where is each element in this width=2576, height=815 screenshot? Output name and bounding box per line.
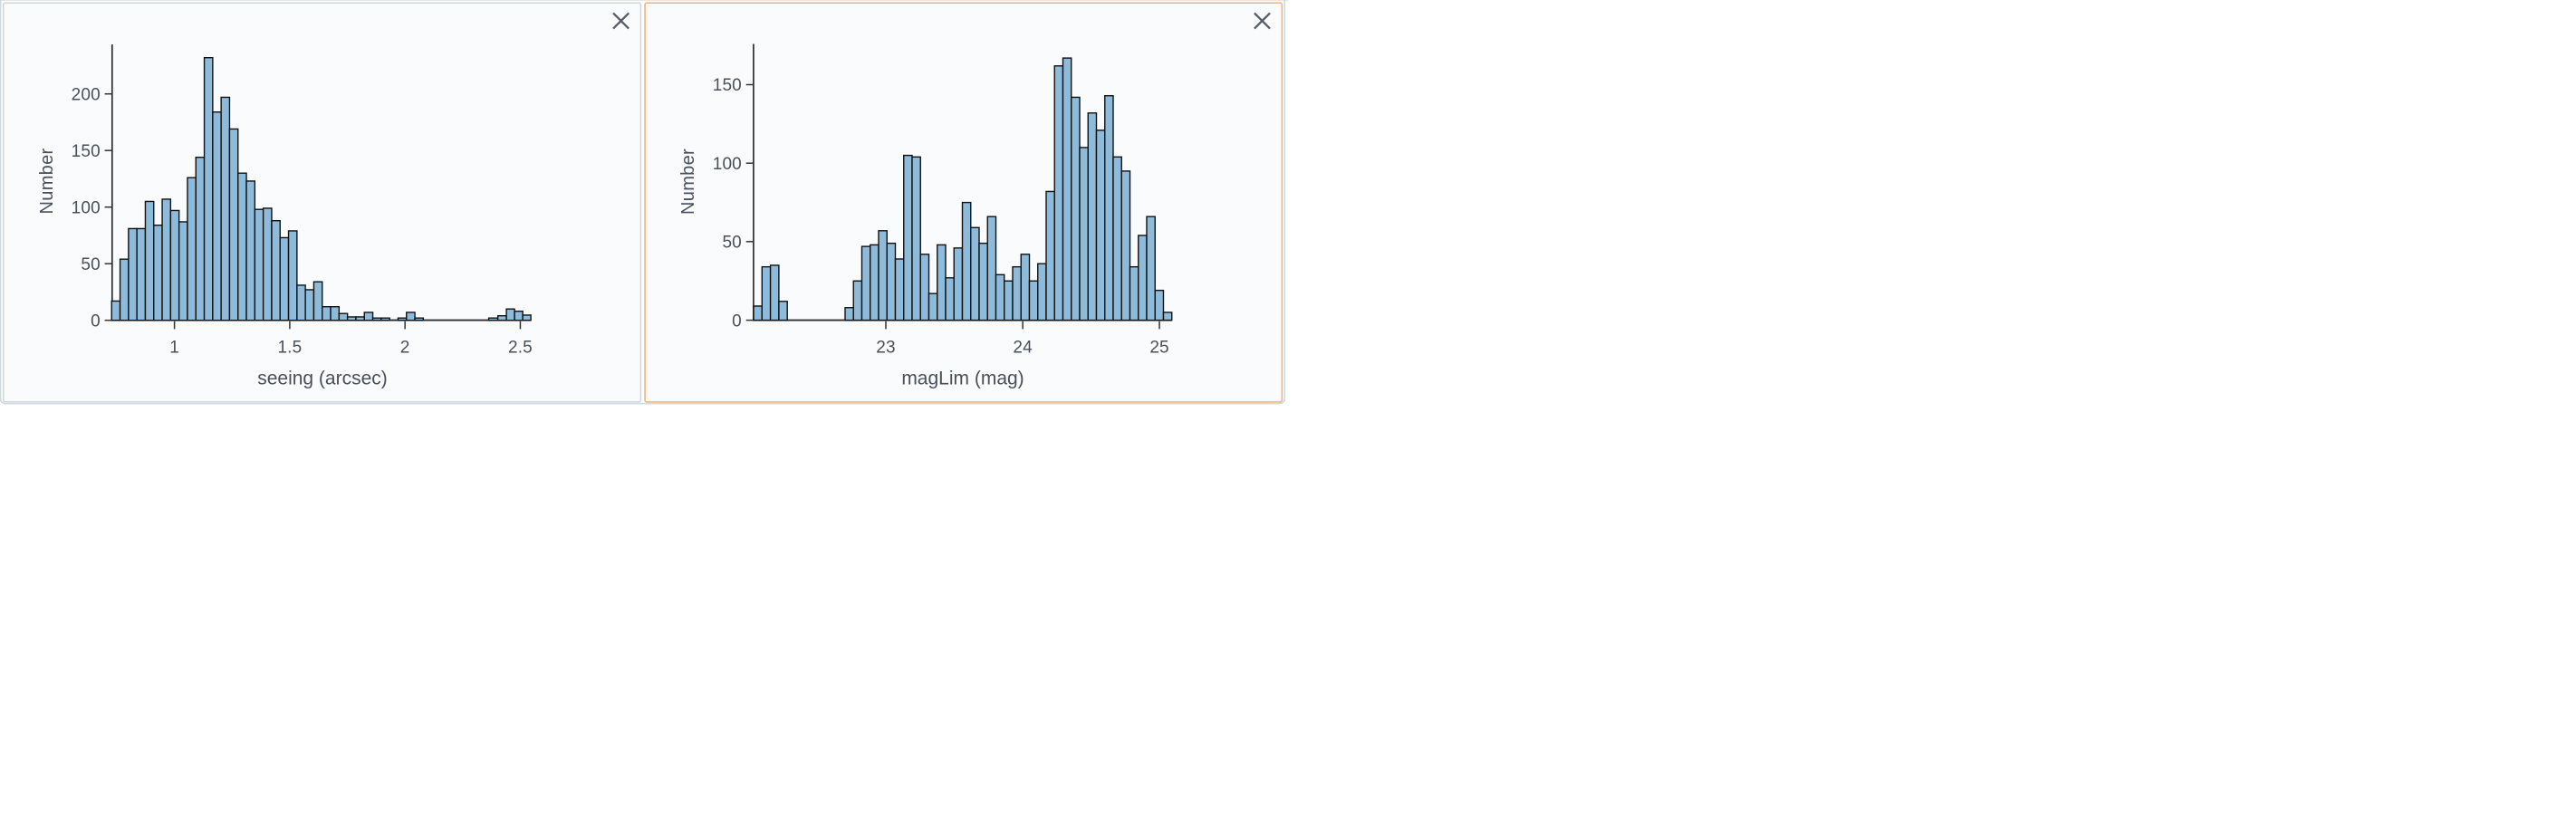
svg-text:1.5: 1.5 [277, 339, 302, 358]
svg-text:200: 200 [72, 85, 101, 104]
svg-text:100: 100 [713, 155, 742, 174]
svg-text:2: 2 [400, 339, 410, 358]
svg-text:1: 1 [169, 339, 179, 358]
svg-text:150: 150 [72, 142, 101, 161]
svg-text:150: 150 [713, 76, 742, 95]
svg-text:Number: Number [37, 148, 57, 214]
svg-text:50: 50 [81, 255, 100, 274]
svg-text:2.5: 2.5 [508, 339, 533, 358]
svg-text:seeing (arcsec): seeing (arcsec) [257, 369, 388, 389]
svg-text:0: 0 [732, 312, 742, 331]
svg-text:100: 100 [72, 198, 101, 217]
svg-text:23: 23 [876, 339, 895, 358]
svg-text:50: 50 [722, 234, 741, 253]
svg-text:24: 24 [1013, 339, 1033, 358]
svg-text:0: 0 [91, 312, 101, 331]
svg-text:magLim (mag): magLim (mag) [901, 369, 1024, 389]
svg-text:25: 25 [1149, 339, 1168, 358]
svg-text:Number: Number [678, 149, 698, 215]
